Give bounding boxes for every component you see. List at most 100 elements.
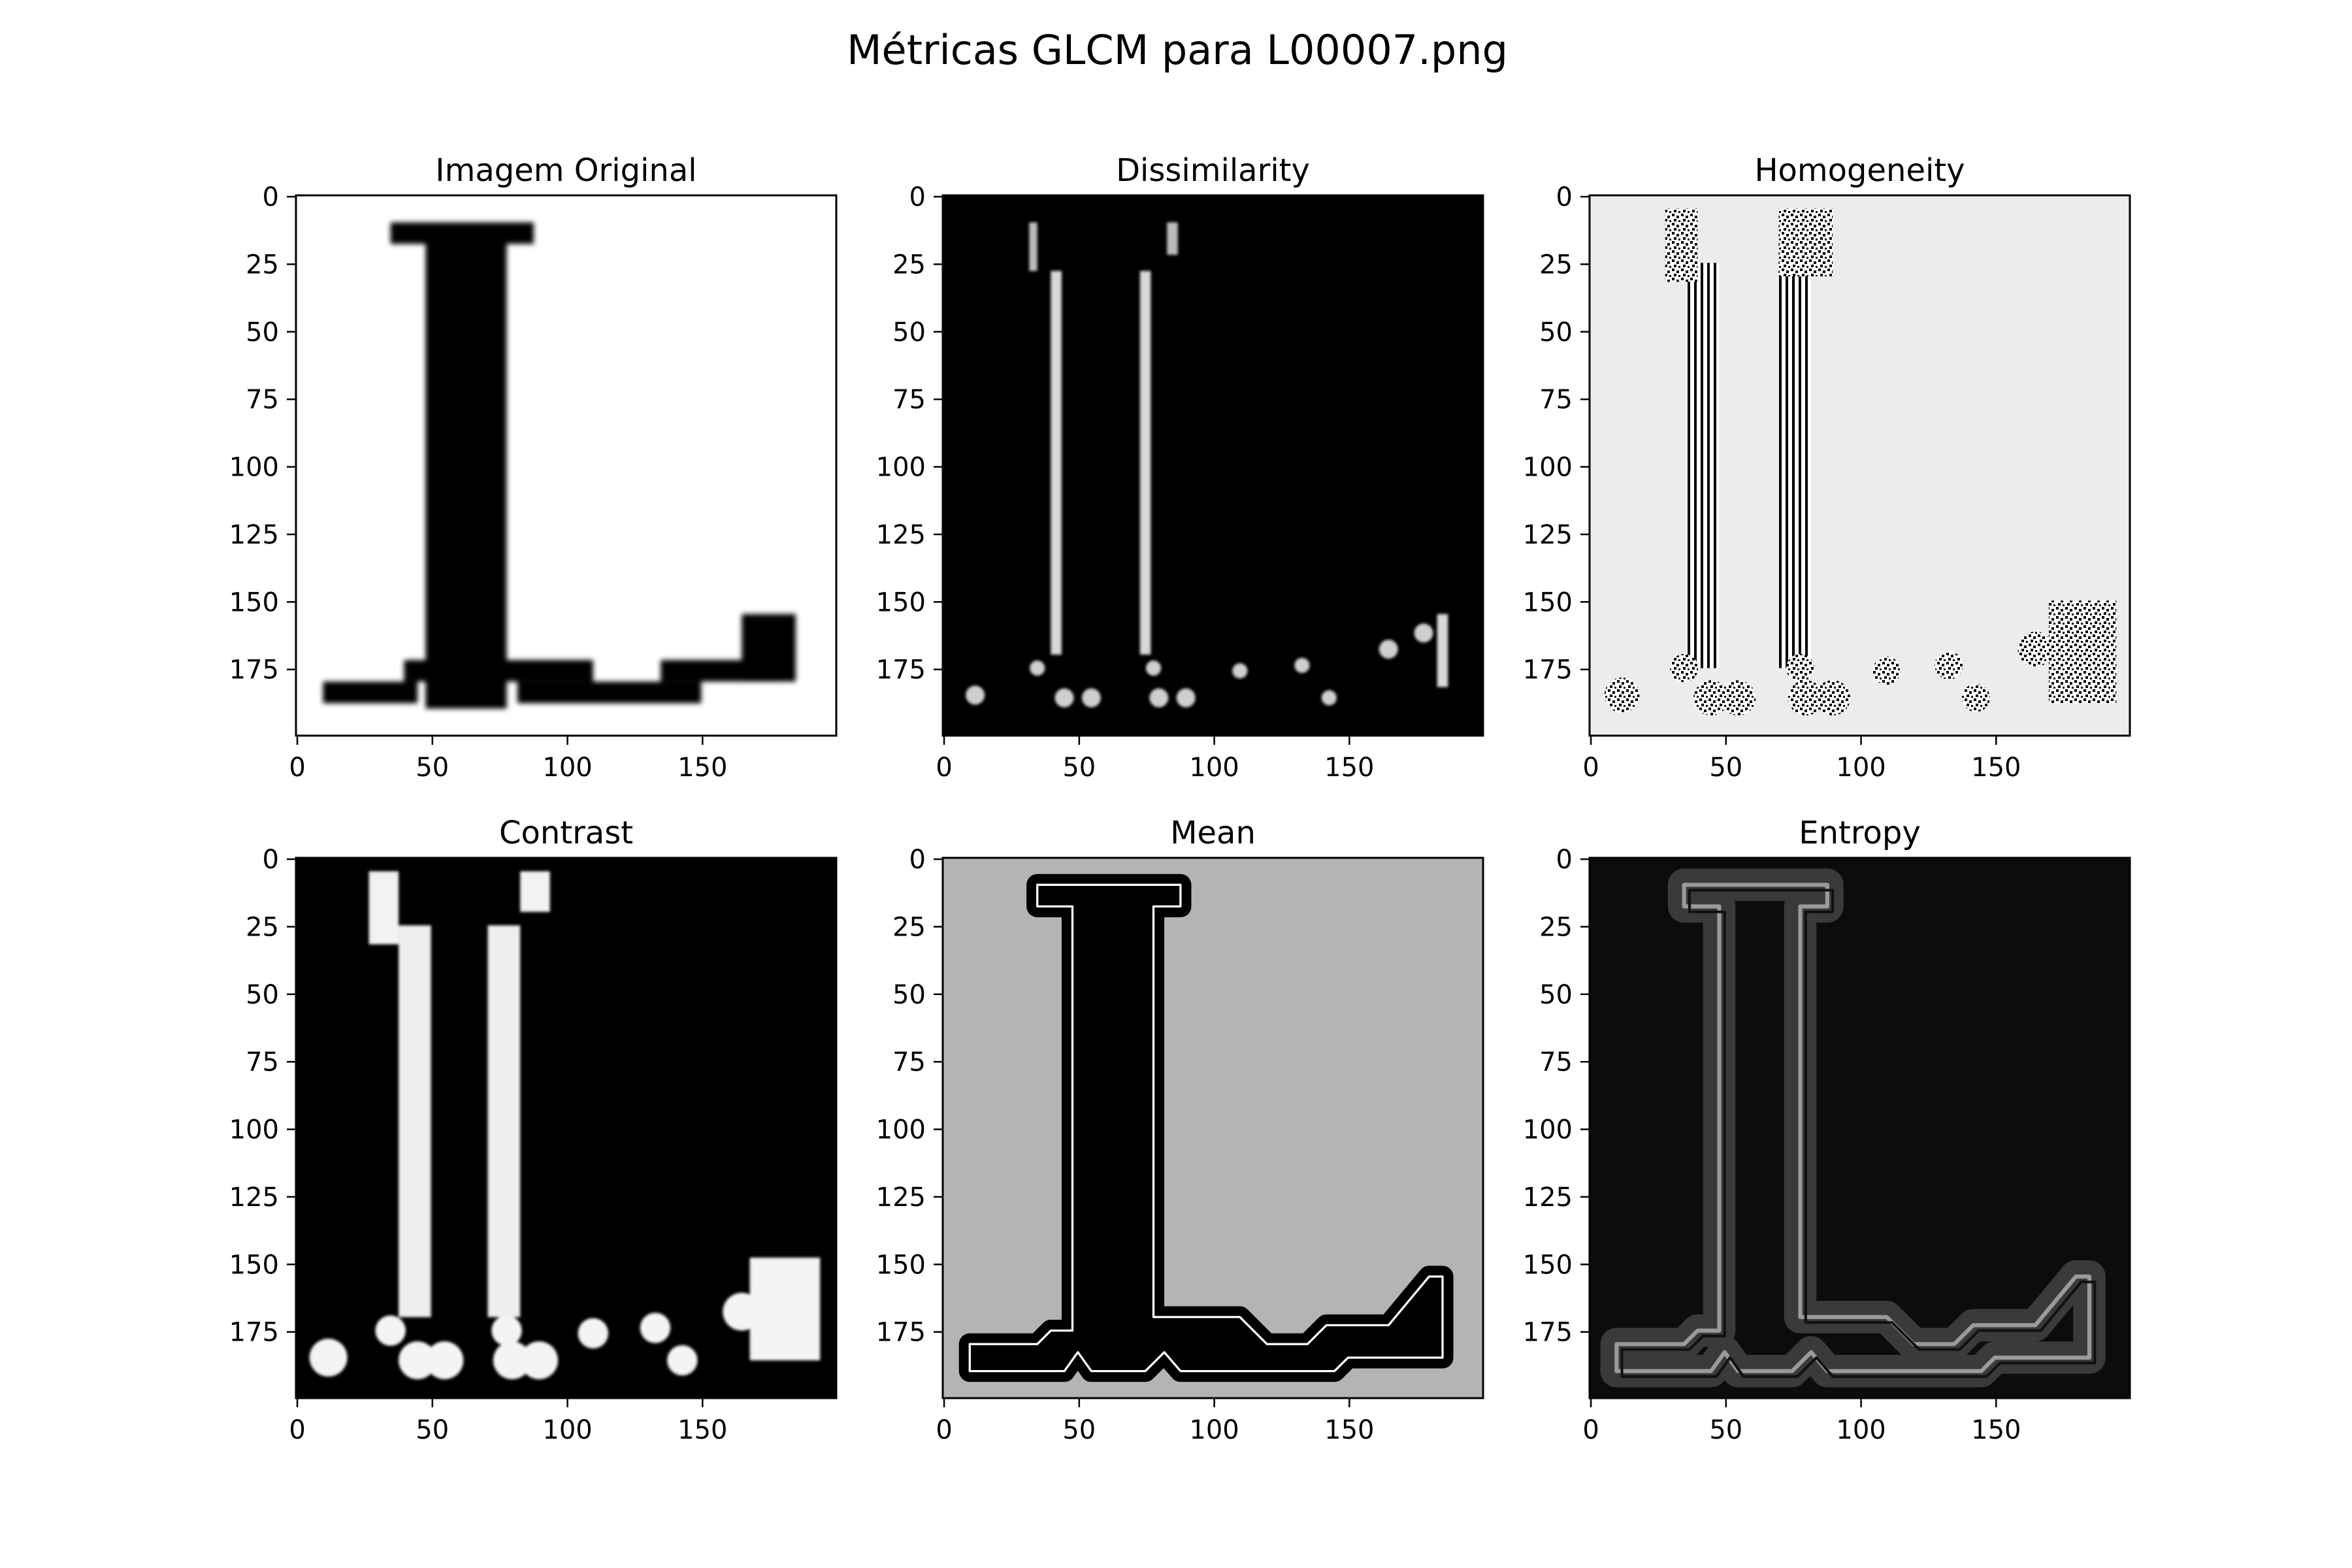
y-tick-label: 125 xyxy=(229,1183,279,1213)
x-tick-label: 100 xyxy=(1189,753,1239,783)
edge-tail xyxy=(1437,613,1448,687)
contrast-blob xyxy=(640,1313,671,1343)
edge-blob xyxy=(1081,688,1101,708)
panel-title: Entropy xyxy=(1799,815,1921,851)
y-tick-label: 0 xyxy=(909,182,926,212)
edge-blob xyxy=(1054,688,1074,708)
edge-blob xyxy=(1232,663,1248,679)
x-tick-label: 50 xyxy=(1062,753,1096,783)
letter-foot-left xyxy=(323,681,418,704)
panel-frame xyxy=(1588,194,2131,737)
contrast-blob xyxy=(399,1341,437,1380)
entropy-inner xyxy=(1620,889,2097,1378)
noise-blob xyxy=(1604,678,1640,713)
letter-base-low xyxy=(517,681,702,704)
edge-right-stem xyxy=(1139,270,1151,655)
y-tick-label: 175 xyxy=(229,655,279,685)
y-tick-label: 25 xyxy=(1539,250,1573,280)
panel-image xyxy=(296,858,836,1398)
y-tick-label: 0 xyxy=(1556,182,1573,212)
contrast-left-stem xyxy=(399,925,431,1317)
y-tick-label: 75 xyxy=(892,385,926,415)
x-tick-label: 50 xyxy=(416,753,449,783)
y-tick-label: 100 xyxy=(876,1115,926,1145)
panel-image xyxy=(943,858,1483,1398)
edge-blob xyxy=(1294,657,1310,674)
panel-title: Dissimilarity xyxy=(1116,152,1310,189)
x-tick-label: 150 xyxy=(1324,1415,1374,1445)
y-tick-label: 25 xyxy=(1539,912,1573,942)
y-tick-label: 125 xyxy=(1523,520,1573,550)
x-tick-label: 0 xyxy=(1582,1415,1599,1445)
y-tick-label: 75 xyxy=(1539,385,1573,415)
y-tick-label: 100 xyxy=(229,1115,279,1145)
y-tick-label: 175 xyxy=(1523,1318,1573,1348)
y-tick-label: 175 xyxy=(1523,655,1573,685)
panel-title: Imagem Original xyxy=(435,152,696,189)
noise-blob xyxy=(1693,680,1729,715)
y-tick-label: 100 xyxy=(1523,453,1573,483)
noise-blob xyxy=(1720,680,1756,715)
y-tick-label: 175 xyxy=(876,1318,926,1348)
noise-blob xyxy=(1786,654,1815,683)
y-tick-label: 100 xyxy=(876,453,926,483)
contrast-tail xyxy=(749,1257,821,1361)
contrast-left-top xyxy=(368,871,399,945)
edge-blob xyxy=(966,685,985,705)
y-tick-label: 25 xyxy=(246,912,279,942)
y-tick-label: 125 xyxy=(1523,1183,1573,1213)
y-tick-label: 50 xyxy=(246,980,279,1010)
noise-left-top xyxy=(1665,208,1698,282)
panel-title: Contrast xyxy=(499,815,633,851)
y-tick-label: 0 xyxy=(1556,845,1573,875)
x-tick-label: 100 xyxy=(1836,753,1886,783)
y-tick-label: 50 xyxy=(1539,980,1573,1010)
letter-shape xyxy=(323,222,796,709)
panel-title: Mean xyxy=(1170,815,1256,851)
panel-homogeneity: Homogeneity 0 50 100 150 0 25 50 75 100 125 150 175 xyxy=(1523,152,2131,783)
y-tick-label: 125 xyxy=(876,1183,926,1213)
stripe-right-stem xyxy=(1778,263,1812,668)
entropy-outline xyxy=(1614,883,2092,1373)
y-tick-label: 150 xyxy=(876,587,926,617)
y-tick-label: 175 xyxy=(876,655,926,685)
letter-stem xyxy=(425,244,507,709)
edge-left-top xyxy=(1029,222,1037,271)
y-tick-label: 100 xyxy=(229,453,279,483)
y-tick-label: 0 xyxy=(909,845,926,875)
edge-right-top xyxy=(1167,222,1178,255)
edge-left-stem xyxy=(1051,270,1062,655)
panel-mean: Mean 0 50 100 150 0 25 50 75 100 125 150 175 xyxy=(876,815,1484,1445)
y-tick-label: 100 xyxy=(1523,1115,1573,1145)
y-tick-label: 150 xyxy=(229,1250,279,1280)
y-tick-label: 25 xyxy=(892,912,926,942)
dissimilarity-edges xyxy=(966,222,1448,708)
y-tick-label: 150 xyxy=(1523,587,1573,617)
edge-blob xyxy=(1145,661,1162,676)
x-tick-label: 100 xyxy=(1836,1415,1886,1445)
y-tick-label: 50 xyxy=(246,318,279,348)
x-tick-label: 50 xyxy=(416,1415,449,1445)
panel-image xyxy=(1590,195,2130,736)
noise-blob xyxy=(1872,657,1901,685)
homogeneity-edges xyxy=(1604,208,2117,715)
x-tick-label: 150 xyxy=(678,1415,727,1445)
y-tick-label: 125 xyxy=(876,520,926,550)
x-tick-label: 100 xyxy=(542,1415,592,1445)
noise-blob xyxy=(2017,631,2053,667)
panel-frame xyxy=(295,194,838,737)
contrast-edges xyxy=(309,871,821,1380)
x-tick-label: 50 xyxy=(1709,1415,1742,1445)
edge-blob xyxy=(1414,623,1433,643)
edge-blob xyxy=(1149,688,1169,708)
contrast-blob xyxy=(520,1341,559,1380)
letter-tail xyxy=(742,613,796,682)
panel-image xyxy=(943,195,1483,736)
y-tick-label: 175 xyxy=(229,1318,279,1348)
noise-blob xyxy=(1815,680,1851,715)
panel-frame xyxy=(941,194,1484,737)
noise-blob xyxy=(1935,651,1963,679)
y-tick-label: 50 xyxy=(1539,318,1573,348)
y-tick-label: 50 xyxy=(892,980,926,1010)
y-tick-label: 150 xyxy=(876,1250,926,1280)
